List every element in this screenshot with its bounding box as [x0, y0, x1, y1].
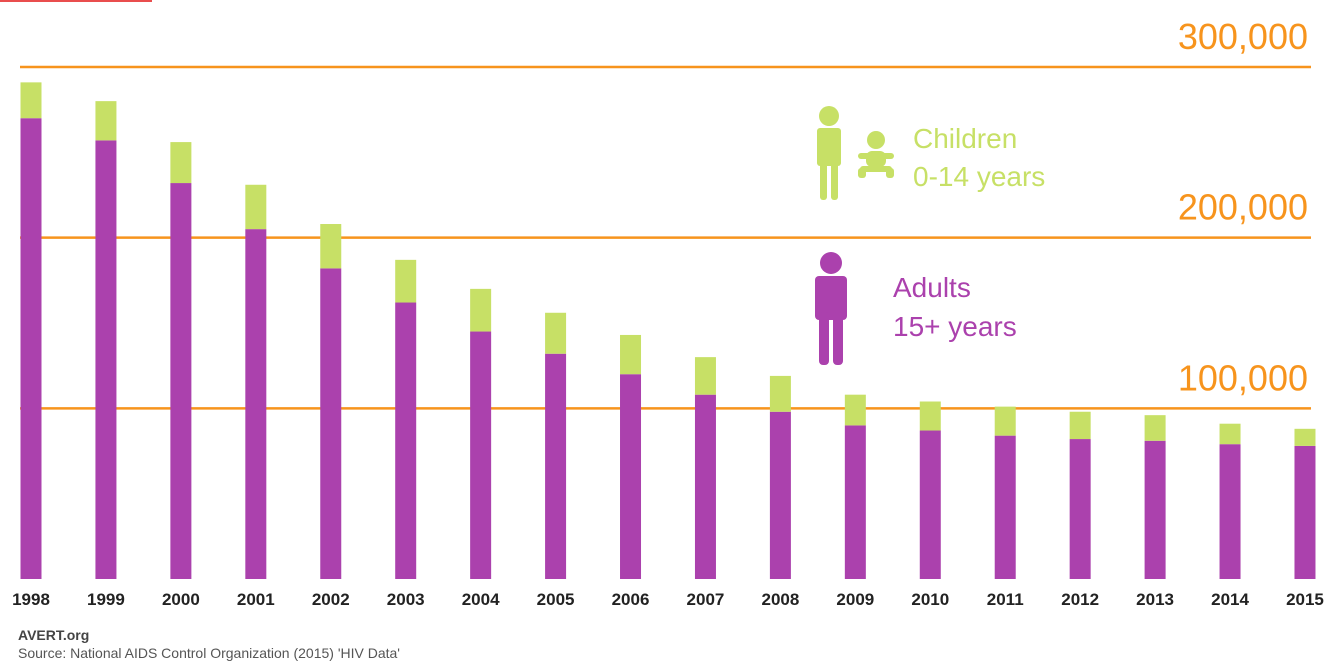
bar-children-1998 [20, 82, 42, 119]
x-tick-2005: 2005 [537, 590, 575, 609]
bar-adults-2012 [1069, 439, 1091, 579]
x-tick-2002: 2002 [312, 590, 350, 609]
bar-children-2009 [844, 394, 866, 426]
legend-children: Children 0-14 years [817, 106, 1045, 200]
stacked-bar-chart: 100,000 200,000 300,000 1998 1999 2000 2001 20… [12, 16, 1324, 609]
source-site: AVERT.org [18, 627, 90, 643]
bar-adults-2010 [919, 430, 941, 579]
bars [20, 82, 1316, 580]
bar-adults-1998 [20, 118, 42, 579]
bar-adults-2015 [1294, 445, 1316, 579]
legend-adults-age: 15+ years [893, 311, 1017, 342]
x-tick-2007: 2007 [687, 590, 725, 609]
bar-children-2006 [620, 334, 642, 375]
legend-adults: Adults 15+ years [815, 252, 1017, 365]
x-tick-2013: 2013 [1136, 590, 1174, 609]
child-figure-icon [817, 106, 841, 200]
footer: AVERT.org Source: National AIDS Control … [18, 626, 400, 662]
bar-children-2000 [170, 142, 192, 184]
x-tick-1999: 1999 [87, 590, 125, 609]
bar-children-2001 [245, 184, 267, 230]
x-tick-2014: 2014 [1211, 590, 1249, 609]
x-tick-2015: 2015 [1286, 590, 1324, 609]
bar-children-2005 [545, 312, 567, 354]
bar-children-2004 [470, 288, 492, 332]
bar-children-2003 [395, 259, 417, 303]
x-tick-2011: 2011 [987, 590, 1024, 609]
bar-adults-2013 [1144, 440, 1166, 579]
legend: Children 0-14 years Adults 15+ years [815, 106, 1045, 365]
adult-figure-icon [815, 252, 847, 365]
bar-children-2011 [994, 406, 1016, 436]
bar-children-2013 [1144, 415, 1166, 441]
legend-children-age: 0-14 years [913, 161, 1045, 192]
gridline-label-2: 300,000 [1178, 16, 1308, 57]
bar-adults-2007 [694, 394, 716, 579]
legend-children-label: Children [913, 123, 1017, 154]
gridline-label-0: 100,000 [1178, 357, 1308, 398]
x-tick-2008: 2008 [761, 590, 799, 609]
x-tick-2000: 2000 [162, 590, 200, 609]
bar-children-2007 [694, 357, 716, 395]
bar-adults-2006 [620, 374, 642, 579]
bar-adults-2000 [170, 183, 192, 579]
bar-adults-2008 [769, 411, 791, 579]
bar-adults-1999 [95, 140, 117, 580]
source-citation: Source: National AIDS Control Organizati… [18, 645, 400, 661]
bar-children-2014 [1219, 423, 1241, 445]
x-tick-2003: 2003 [387, 590, 425, 609]
baby-figure-icon [858, 131, 894, 178]
bar-children-2008 [769, 375, 791, 412]
bar-adults-2004 [470, 331, 492, 579]
bar-children-2012 [1069, 411, 1091, 440]
x-tick-labels: 1998 1999 2000 2001 2002 2003 2004 2005 2006 2007… [12, 590, 1324, 609]
bar-children-1999 [95, 101, 117, 141]
gridlines: 100,000 200,000 300,000 [20, 16, 1311, 410]
x-tick-1998: 1998 [12, 590, 50, 609]
bar-adults-2002 [320, 268, 342, 579]
bar-adults-2003 [395, 302, 417, 579]
x-tick-2001: 2001 [237, 590, 275, 609]
x-tick-2006: 2006 [612, 590, 650, 609]
x-tick-2004: 2004 [462, 590, 500, 609]
top-accent-bar [0, 0, 152, 2]
x-tick-2009: 2009 [836, 590, 874, 609]
bar-children-2010 [919, 401, 941, 431]
x-tick-2010: 2010 [911, 590, 949, 609]
bar-adults-2011 [994, 435, 1016, 579]
bar-adults-2014 [1219, 444, 1241, 579]
legend-adults-label: Adults [893, 272, 971, 303]
bar-adults-2009 [844, 425, 866, 579]
bar-adults-2001 [245, 229, 267, 579]
bar-children-2015 [1294, 428, 1316, 446]
bar-children-2002 [320, 224, 342, 269]
gridline-label-1: 200,000 [1178, 187, 1308, 228]
bar-adults-2005 [545, 353, 567, 579]
x-tick-2012: 2012 [1061, 590, 1099, 609]
